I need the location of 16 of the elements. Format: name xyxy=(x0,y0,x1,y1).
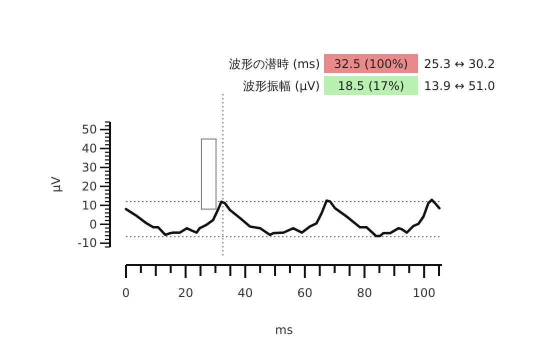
x-axis-title: ms xyxy=(275,323,293,337)
x-tick-label: 100 xyxy=(412,286,436,300)
x-tick-label: 40 xyxy=(238,286,253,300)
y-tick-label: 40 xyxy=(82,142,97,156)
y-tick-label: 20 xyxy=(82,179,97,194)
y-tick-label: 0 xyxy=(89,217,97,232)
x-tick-label: 0 xyxy=(122,286,130,300)
y-tick-label: 30 xyxy=(82,160,97,174)
y-tick-label: 10 xyxy=(82,198,97,212)
x-tick-label: 20 xyxy=(178,286,194,300)
x-tick-label: 60 xyxy=(297,286,313,300)
x-tick-label: 80 xyxy=(356,286,372,300)
y-tick-label: -10 xyxy=(77,236,97,250)
readout: 波形の潜時 (ms) 32.5 (100%) 25.3 ↔ 30.2 波形振幅 (μV) 18.5 (17%) 13.9 ↔ 51.0 xyxy=(228,54,496,95)
y-tick-label: 50 xyxy=(82,122,97,137)
y-axis-title: μV xyxy=(49,176,63,192)
